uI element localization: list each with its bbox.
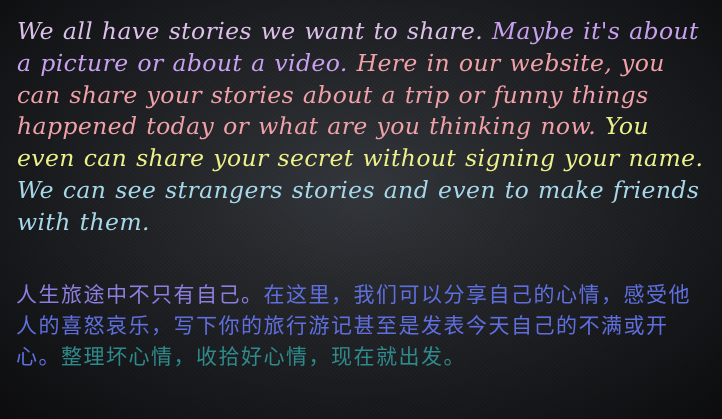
english-segment-1: We all have stories we want to share. [17, 17, 492, 45]
chinese-intro-text: 人生旅途中不只有自己。在这里，我们可以分享自己的心情，感受他人的喜怒哀乐，写下你… [16, 280, 706, 373]
english-segment-5: We can see strangers stories and even to… [17, 175, 700, 236]
english-segment-2: Maybe it's about a picture or about a vi… [17, 17, 699, 77]
chinese-segment-3: 整理坏心情，收拾好心情，现在就出发。 [61, 345, 466, 369]
chinese-segment-2: 在这里，我们可以分享自己的心情，感受他人的喜怒哀乐，写下你的旅行游记甚至是发表今… [16, 283, 691, 369]
english-segment-4: You even can share your secret without s… [17, 112, 704, 173]
chinese-segment-1: 人生旅途中不只有自己。 [16, 283, 264, 307]
english-segment-3: Here in our website, you can share your … [17, 48, 665, 141]
english-intro-text: We all have stories we want to share. Ma… [17, 16, 707, 239]
